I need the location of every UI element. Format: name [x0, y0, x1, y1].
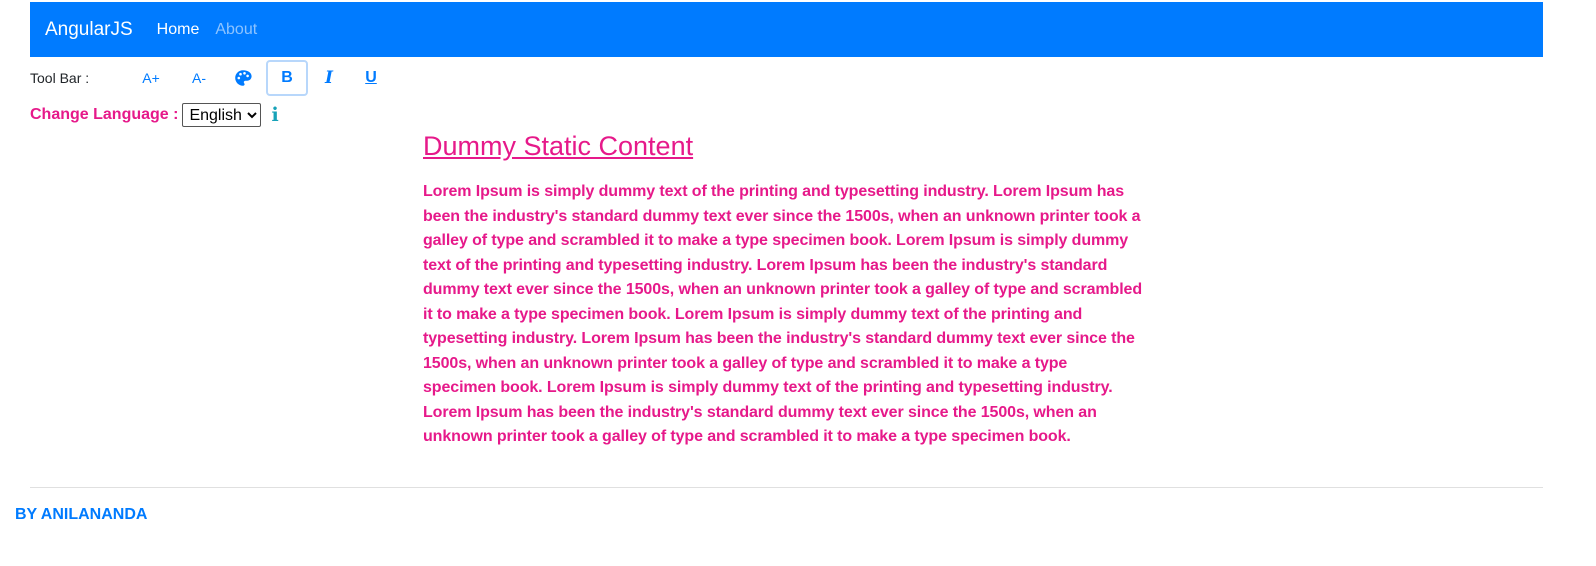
nav-link-about[interactable]: About	[215, 20, 258, 38]
top-navbar: AngularJS Home About	[30, 2, 1543, 57]
toolbar: Tool Bar : A+ A- B I U	[30, 60, 392, 96]
color-palette-button[interactable]	[222, 60, 264, 96]
language-row: Change Language : English i	[30, 102, 279, 128]
bold-button[interactable]: B	[266, 60, 308, 96]
navbar-brand[interactable]: AngularJS	[45, 18, 133, 40]
increase-font-button[interactable]: A+	[142, 70, 160, 86]
language-select[interactable]: English	[182, 103, 262, 127]
content-title: Dummy Static Content	[423, 131, 694, 161]
main-content: Dummy Static Content Lorem Ipsum is simp…	[423, 128, 1143, 450]
palette-icon	[235, 70, 252, 86]
footer-divider	[30, 487, 1543, 488]
italic-button[interactable]: I	[325, 68, 333, 88]
underline-button[interactable]: U	[365, 69, 377, 86]
content-body: Lorem Ipsum is simply dummy text of the …	[423, 183, 1143, 445]
footer-credit: BY ANILANANDA	[15, 506, 148, 523]
decrease-font-button[interactable]: A-	[192, 70, 206, 86]
change-language-label: Change Language :	[30, 106, 179, 123]
toolbar-label: Tool Bar :	[30, 70, 90, 86]
nav-link-home[interactable]: Home	[156, 20, 200, 38]
info-icon[interactable]: i	[271, 104, 279, 126]
